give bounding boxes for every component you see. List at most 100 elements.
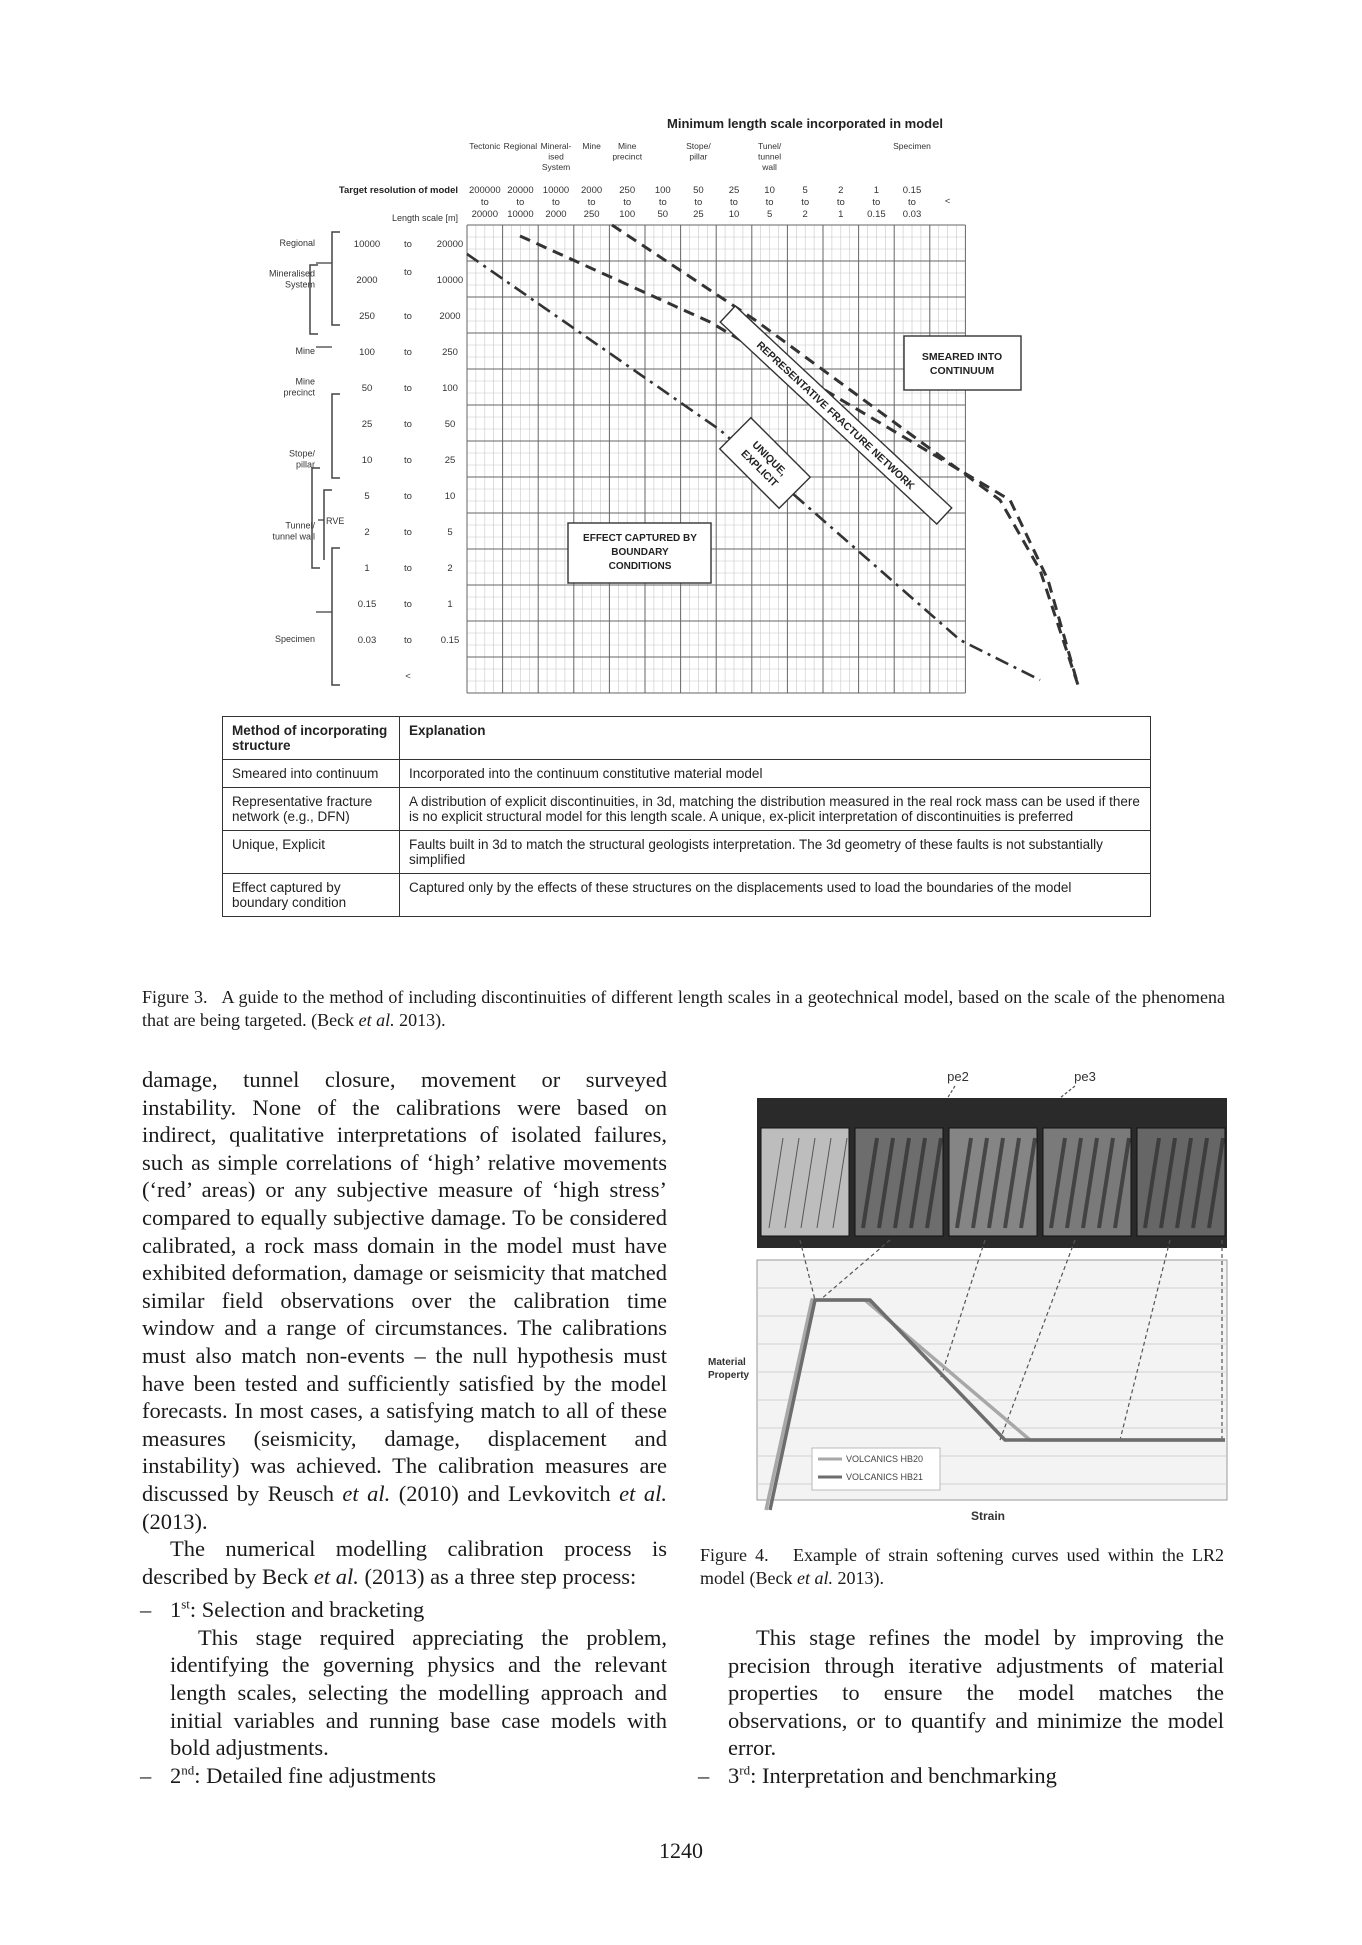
table-cell-explanation: Captured only by the effects of these st… — [399, 873, 1151, 917]
fracture-streak — [1113, 1137, 1131, 1229]
boundary-zone-label: EFFECT CAPTURED BY — [583, 533, 697, 544]
row-header-to-word: to — [404, 491, 412, 502]
row-header-from: 0.03 — [358, 635, 377, 646]
table-cell-method: Smeared into continuum — [222, 759, 400, 788]
fracture-streak — [971, 1137, 989, 1229]
fracture-streak — [877, 1137, 895, 1229]
unique-zone-box — [718, 416, 812, 510]
table-row: Unique, Explicit Faults built in 3d to m… — [222, 830, 1151, 874]
y-axis-label: Property — [708, 1370, 750, 1381]
row-group-label: precinct — [283, 388, 315, 398]
mapping-arrow — [999, 1239, 1076, 1441]
row-header-to-word: to — [404, 267, 412, 278]
mapping-arrow — [819, 1239, 891, 1301]
rve-label: RVE — [326, 516, 344, 526]
curve-hb21 — [768, 1298, 1225, 1511]
fracture-streak — [1097, 1137, 1115, 1229]
table-cell-method: Unique, Explicit — [222, 830, 400, 874]
column-header-to: 0.03 — [903, 209, 922, 220]
column-header-to-word: to — [908, 197, 916, 208]
fracture-streak — [1065, 1137, 1083, 1229]
fracture-streak — [1191, 1137, 1209, 1229]
step-title: : Interpretation and benchmarking — [750, 1762, 1057, 1788]
row-group-label: Tunnel/ — [285, 521, 315, 531]
fracture-streak — [1081, 1137, 1099, 1229]
top-label-pe2: pe2 — [947, 1069, 969, 1084]
table-header-method: Method of incorporating structure — [222, 716, 400, 760]
column-header-to-word: to — [588, 197, 596, 208]
column-header-to: 2 — [803, 209, 808, 220]
row-header-to-word: to — [404, 527, 412, 538]
step-ordinal: nd — [181, 1762, 195, 1778]
row-header-from: 50 — [362, 383, 373, 394]
row-header-to: 10000 — [437, 275, 463, 286]
fracture-streak — [955, 1137, 973, 1229]
fracture-streak — [1159, 1137, 1177, 1229]
x-axis-label: Strain — [971, 1509, 1005, 1523]
row-header-to: 20000 — [437, 239, 463, 250]
column-group-label: Tunel/ — [758, 141, 782, 151]
row-header-to: 100 — [442, 383, 458, 394]
row-group-label: Mineralised — [269, 269, 315, 279]
fracture-streak — [816, 1137, 832, 1229]
column-header-to: 10000 — [507, 209, 533, 220]
row-group-label: Regional — [279, 238, 315, 248]
row-header-to: 2000 — [439, 311, 460, 322]
row-header-to-word: to — [404, 599, 412, 610]
column-header-from: 20000 — [507, 185, 533, 196]
column-header-from: 250 — [619, 185, 635, 196]
length-scale-label: Length scale [m] — [392, 213, 458, 223]
row-group-label: System — [285, 280, 315, 290]
column-header-from: 50 — [693, 185, 704, 196]
table-cell-method: Effect captured by boundary condition — [222, 873, 400, 917]
list-item: – 1st: Selection and bracketing — [140, 1596, 667, 1624]
caption-etal: et al. — [796, 1568, 833, 1588]
list-dash: – — [140, 1762, 152, 1788]
figure-4: pe2 pe3 VOLCANICS HB20 VOLCANICS HB21 Materi… — [708, 1069, 1228, 1523]
list-dash: – — [140, 1597, 152, 1623]
column-group-label: Mine — [582, 141, 601, 151]
row-group-label: Mine — [295, 377, 315, 387]
boundary-zone-box — [567, 522, 712, 584]
right-column: This stage refines the model by improvin… — [698, 1624, 1224, 1790]
row-header-from: 5 — [364, 491, 369, 502]
etal: et al. — [313, 1563, 359, 1589]
paragraph-text: damage, tunnel closure, movement or surv… — [142, 1067, 667, 1506]
row-header-to-word: < — [405, 671, 411, 682]
column-header-to: 0.15 — [867, 209, 886, 220]
row-header-to-word: to — [404, 383, 412, 394]
fracture-streak — [800, 1137, 816, 1229]
column-header-from: 25 — [729, 185, 740, 196]
list-dash: – — [698, 1762, 710, 1788]
row-header-to: 1 — [447, 599, 452, 610]
column-group-label: Tectonic — [469, 141, 501, 151]
row-group-label: Stope/ — [289, 449, 316, 459]
row-header-to-word: to — [404, 311, 412, 322]
column-group-label: ised — [548, 152, 564, 162]
fracture-streak — [1019, 1137, 1037, 1229]
step-body: This stage required appreciating the pro… — [170, 1624, 667, 1761]
row-header-to: 25 — [445, 455, 456, 466]
step-title: : Selection and bracketing — [189, 1597, 425, 1623]
boundary-zone-label: BOUNDARY — [611, 547, 669, 558]
column-group-label: wall — [761, 162, 777, 172]
column-header-from: 2000 — [581, 185, 602, 196]
table-row: Smeared into continuum Incorporated into… — [222, 759, 1151, 788]
column-header-to-word: to — [516, 197, 524, 208]
row-header-to: 0.15 — [441, 635, 460, 646]
figure-title: Minimum length scale incorporated in mod… — [667, 116, 943, 131]
y-axis-label: Material — [708, 1357, 746, 1368]
column-header-to: 10 — [729, 209, 740, 220]
representative-zone-box — [719, 305, 953, 525]
step-number: 1 — [170, 1597, 182, 1623]
column-header-to: 2000 — [545, 209, 566, 220]
mapping-arrow — [939, 1239, 986, 1381]
fracture-streak — [1175, 1137, 1193, 1229]
fracture-streak — [893, 1137, 911, 1229]
row-bracket — [311, 467, 320, 569]
row-header-from: 2000 — [356, 275, 377, 286]
column-header-to-word: to — [481, 197, 489, 208]
fracture-streak — [1207, 1137, 1225, 1229]
method-table: Method of incorporating structure Explan… — [222, 716, 1151, 917]
column-header-from: 200000 — [469, 185, 501, 196]
